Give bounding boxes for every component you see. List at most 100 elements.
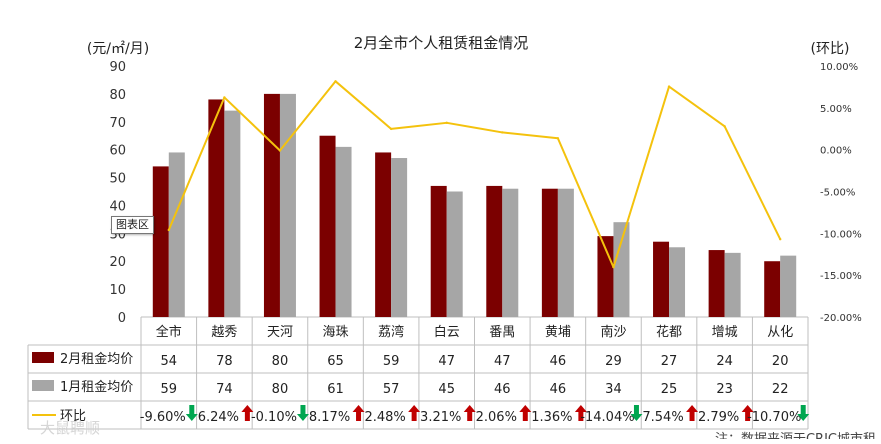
table-cell-jan: 59 <box>161 382 178 397</box>
trend-down-arrow-icon <box>630 405 643 421</box>
table-cell-jan: 23 <box>716 382 733 397</box>
y-right-tick-label: 5.00% <box>820 104 852 115</box>
table-cell-feb: 78 <box>216 354 233 369</box>
mom-line <box>167 80 782 269</box>
table-cell-feb: 24 <box>716 354 733 369</box>
y-left-tick-label: 10 <box>109 283 126 298</box>
table-cell-jan: 46 <box>550 382 567 397</box>
bar-feb <box>708 250 725 317</box>
x-category-label: 增城 <box>712 325 738 340</box>
bar-jan <box>557 188 574 317</box>
bar-jan <box>224 110 241 317</box>
table-cell-feb: 29 <box>605 354 622 369</box>
bar-feb <box>152 166 169 317</box>
x-category-label: 海珠 <box>323 325 349 340</box>
bar-feb <box>375 152 392 317</box>
x-category-label: 花都 <box>656 324 682 340</box>
table-cell-jan: 80 <box>272 382 289 397</box>
mom-point <box>723 125 726 128</box>
trend-up-arrow-icon <box>241 405 254 421</box>
trend-up-arrow-icon <box>686 405 699 421</box>
y-right-tick-label: -15.00% <box>820 271 862 282</box>
table-cell-jan: 57 <box>383 382 400 397</box>
mom-point <box>667 85 671 88</box>
x-category-label: 天河 <box>267 325 293 340</box>
mom-point <box>334 80 337 83</box>
bar-feb <box>764 261 781 317</box>
table-cell-mom: -14.04% <box>580 410 634 425</box>
legend-label-mom: 环比 <box>60 409 86 424</box>
legend-swatch-feb <box>32 352 54 363</box>
bar-jan <box>446 191 463 317</box>
bar-feb <box>653 241 670 317</box>
x-category-label: 越秀 <box>211 325 237 340</box>
mom-point <box>612 265 615 269</box>
y-left-unit-label: (元/㎡/月) <box>87 41 149 57</box>
y-right-unit-label: (环比) <box>811 41 850 57</box>
bar-jan <box>168 152 185 317</box>
y-right-tick-label: 0.00% <box>820 146 852 157</box>
watermark-text: 大鼠聘顺 <box>40 419 100 437</box>
bar-jan <box>391 158 408 317</box>
y-left-tick-label: 40 <box>109 199 126 214</box>
mom-point <box>278 149 282 152</box>
chart-title: 2月全市个人租赁租金情况 <box>354 34 529 52</box>
table-cell-jan: 45 <box>438 382 455 397</box>
x-category-label: 南沙 <box>600 324 626 340</box>
table-cell-mom: -0.10% <box>251 410 297 425</box>
legend-swatch-jan <box>32 380 54 391</box>
table-cell-jan: 61 <box>327 382 344 397</box>
y-left-tick-label: 80 <box>109 88 126 103</box>
y-left-tick-label: 60 <box>109 144 126 159</box>
table-cell-mom: -9.60% <box>140 410 186 425</box>
bar-jan <box>724 252 741 317</box>
bar-feb <box>541 188 558 317</box>
bar-jan <box>669 247 686 317</box>
trend-up-arrow-icon <box>741 405 754 421</box>
y-left-tick-label: 20 <box>109 255 126 270</box>
x-category-label: 黄埔 <box>545 325 571 340</box>
y-left-tick-label: 0 <box>118 311 126 326</box>
table-cell-jan: 25 <box>661 382 678 397</box>
bar-jan <box>613 222 630 317</box>
table-cell-jan: 22 <box>772 382 789 397</box>
y-right-tick-label: -10.00% <box>820 229 862 240</box>
table-cell-mom: 7.54% <box>642 410 683 425</box>
bar-feb <box>208 99 225 317</box>
table-cell-feb: 59 <box>383 354 400 369</box>
mom-point <box>445 121 448 125</box>
table-cell-feb: 47 <box>494 354 511 369</box>
bar-jan <box>502 188 519 317</box>
table-cell-jan: 74 <box>216 382 233 397</box>
trend-down-arrow-icon <box>797 405 810 421</box>
table-cell-mom: 2.06% <box>476 410 517 425</box>
mom-point <box>501 131 504 134</box>
bar-feb <box>263 93 280 317</box>
trend-up-arrow-icon <box>519 405 532 421</box>
y-left-tick-label: 50 <box>109 172 126 187</box>
mom-point <box>779 237 782 241</box>
y-right-tick-label: 10.00% <box>820 62 858 73</box>
table-cell-feb: 47 <box>438 354 455 369</box>
y-right-tick-label: -20.00% <box>820 313 862 324</box>
table-cell-jan: 34 <box>605 382 622 397</box>
chart-area-tooltip: 图表区 <box>111 216 154 234</box>
footer-note: 注：数据来源于CRIC城市租 <box>715 431 876 439</box>
mom-point <box>167 228 170 232</box>
table-cell-feb: 54 <box>161 354 178 369</box>
trend-up-arrow-icon <box>574 405 587 421</box>
y-left-tick-label: 70 <box>109 116 126 131</box>
x-category-label: 从化 <box>767 325 793 340</box>
x-category-label: 白云 <box>434 324 460 340</box>
table-cell-mom: 6.24% <box>198 410 239 425</box>
bar-jan <box>780 255 797 317</box>
trend-up-arrow-icon <box>352 405 365 421</box>
y-left-tick-label: 90 <box>109 60 126 75</box>
table-cell-mom: -10.70% <box>747 410 801 425</box>
bar-feb <box>319 135 336 317</box>
bar-jan <box>279 93 296 317</box>
table-cell-mom: 2.48% <box>364 410 405 425</box>
mom-point <box>556 137 560 140</box>
